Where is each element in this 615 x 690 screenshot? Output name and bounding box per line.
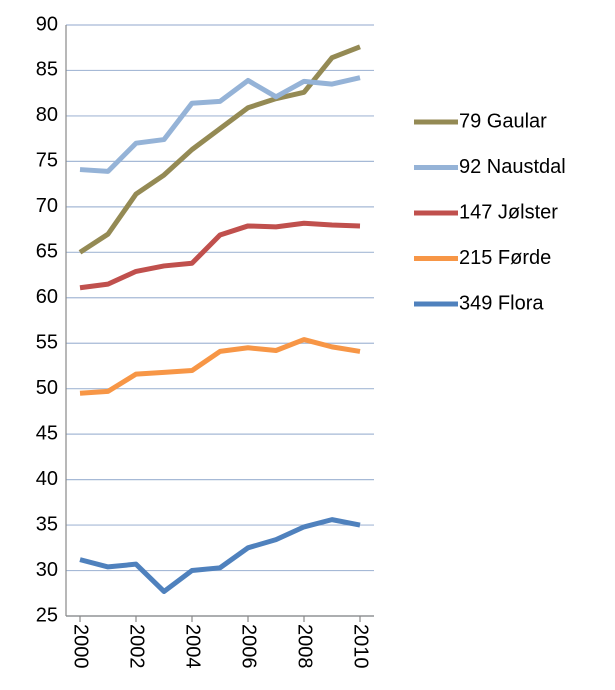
y-tick-label: 80 [36, 104, 58, 126]
series-line [79, 337, 361, 396]
y-tick-label: 35 [36, 513, 58, 535]
y-tick-label: 85 [36, 59, 58, 81]
legend-label: 92 Naustdal [459, 156, 566, 178]
y-tick-label: 30 [36, 559, 58, 581]
x-tick-label: 2010 [350, 624, 372, 669]
series-line [79, 517, 361, 594]
legend-label: 215 Førde [459, 247, 551, 269]
x-tick-label: 2000 [70, 624, 92, 669]
series-line [79, 75, 361, 174]
legend-label: 79 Gaular [459, 110, 547, 132]
y-tick-label: 45 [36, 422, 58, 444]
y-tick-label: 40 [36, 468, 58, 490]
y-tick-label: 55 [36, 332, 58, 354]
y-tick-label: 65 [36, 241, 58, 263]
x-tick-label: 2008 [294, 624, 316, 669]
series-line [78, 44, 361, 255]
x-tick-label: 2006 [238, 624, 260, 669]
legend-label: 147 Jølster [459, 201, 558, 223]
y-tick-label: 90 [36, 13, 58, 35]
series-line [79, 220, 361, 291]
y-tick-label: 70 [36, 195, 58, 217]
x-tick-label: 2004 [182, 624, 204, 669]
x-tick-label: 2002 [126, 624, 148, 669]
y-tick-label: 25 [36, 604, 58, 626]
legend-label: 349 Flora [459, 292, 544, 314]
y-tick-label: 75 [36, 150, 58, 172]
y-tick-label: 50 [36, 377, 58, 399]
y-tick-label: 60 [36, 286, 58, 308]
